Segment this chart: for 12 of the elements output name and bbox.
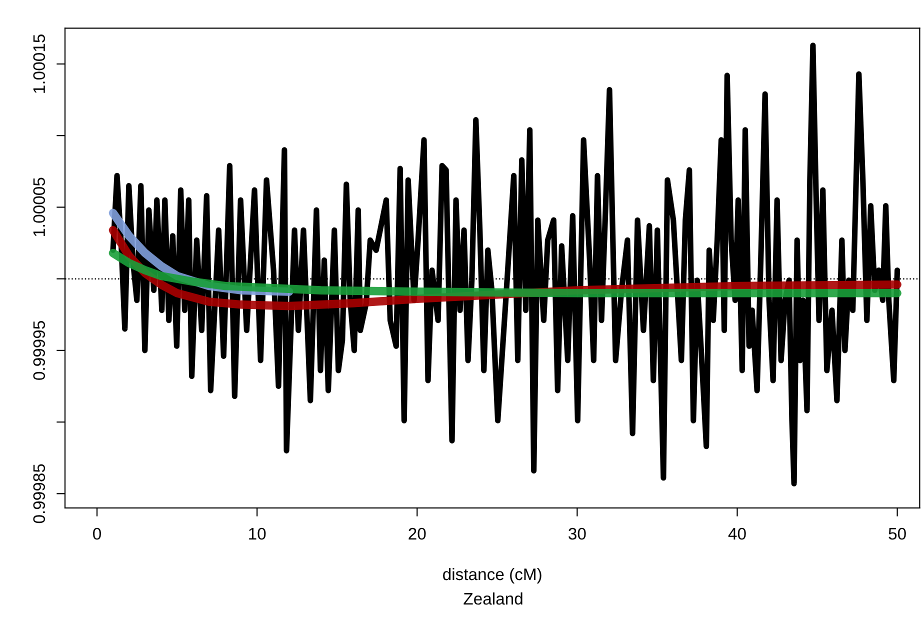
x-tick-label: 10 [249,528,266,540]
x-tick-label: 0 [93,528,101,540]
y-tick-label: 1.00015 [33,34,46,93]
x-tick-label: 30 [568,528,586,540]
x-axis-title: distance (cM) [443,568,542,584]
y-tick-label: 0.99995 [33,321,46,380]
y-tick-label: 0.99985 [33,464,46,524]
x-tick-label: 50 [888,528,906,540]
x-tick-label: 40 [728,528,746,540]
x-tick-label: 20 [408,528,426,540]
y-tick-label: 1.00005 [33,178,46,236]
text: Zealand [464,592,522,605]
